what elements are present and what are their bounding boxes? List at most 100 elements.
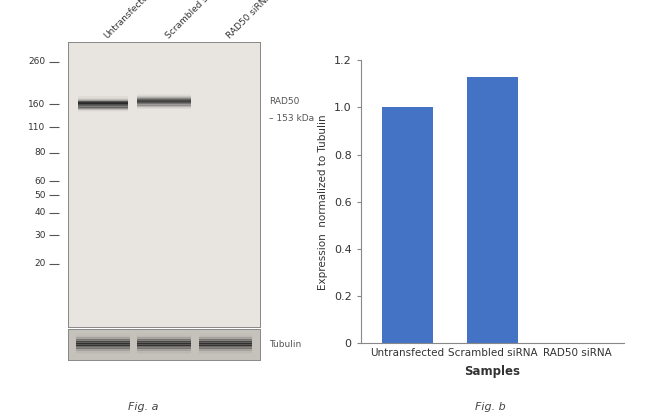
- Bar: [137, 348, 191, 349]
- Text: 60: 60: [34, 177, 46, 186]
- Bar: [78, 111, 127, 112]
- Bar: [137, 94, 191, 95]
- Bar: [76, 338, 129, 339]
- Text: Tubulin: Tubulin: [269, 340, 302, 349]
- Text: 260: 260: [29, 57, 46, 66]
- Bar: [137, 340, 191, 341]
- Bar: [199, 339, 252, 340]
- Text: 30: 30: [34, 231, 46, 240]
- Bar: [137, 350, 191, 352]
- Bar: [137, 349, 191, 350]
- Bar: [137, 101, 191, 102]
- Bar: [199, 353, 252, 354]
- Bar: [137, 336, 191, 337]
- Bar: [78, 99, 127, 100]
- Bar: [76, 346, 129, 347]
- Text: 160: 160: [28, 100, 46, 109]
- Bar: [78, 106, 127, 107]
- Bar: [76, 339, 129, 340]
- Bar: [76, 352, 129, 353]
- Text: – 153 kDa: – 153 kDa: [269, 114, 315, 123]
- Text: 40: 40: [34, 208, 46, 217]
- Bar: [78, 110, 127, 111]
- Bar: [78, 98, 127, 99]
- X-axis label: Samples: Samples: [464, 365, 521, 378]
- Bar: [137, 105, 191, 106]
- Bar: [137, 98, 191, 99]
- Bar: [76, 351, 129, 352]
- Bar: [137, 336, 191, 337]
- Text: RAD50 siRNA: RAD50 siRNA: [226, 0, 274, 40]
- Bar: [78, 101, 127, 102]
- Bar: [137, 344, 191, 345]
- Bar: [199, 341, 252, 342]
- Bar: [78, 96, 127, 97]
- Bar: [199, 349, 252, 350]
- Bar: [199, 352, 252, 353]
- Text: Fig. a: Fig. a: [128, 402, 158, 412]
- Bar: [76, 335, 129, 336]
- Bar: [137, 108, 191, 109]
- Bar: [137, 345, 191, 346]
- Bar: [137, 101, 191, 102]
- Bar: [76, 345, 129, 346]
- Bar: [137, 94, 191, 95]
- Bar: [78, 111, 127, 112]
- Bar: [76, 342, 129, 343]
- Text: 110: 110: [28, 123, 46, 131]
- Bar: [137, 352, 191, 353]
- Bar: [199, 350, 252, 352]
- Bar: [76, 336, 129, 337]
- Bar: [78, 100, 127, 101]
- Bar: [137, 337, 191, 339]
- Bar: [137, 106, 191, 107]
- Bar: [199, 352, 252, 353]
- Bar: [76, 337, 129, 338]
- Bar: [137, 334, 191, 335]
- Bar: [78, 108, 127, 109]
- Bar: [76, 349, 129, 350]
- Bar: [137, 343, 191, 344]
- Text: Untransfected: Untransfected: [103, 0, 155, 40]
- Text: 20: 20: [34, 259, 46, 268]
- Bar: [199, 343, 252, 344]
- Bar: [76, 344, 129, 346]
- Bar: [78, 105, 127, 106]
- Bar: [199, 334, 252, 335]
- Bar: [76, 353, 129, 354]
- Bar: [199, 347, 252, 348]
- Bar: [199, 350, 252, 351]
- Bar: [137, 102, 191, 103]
- Bar: [76, 348, 129, 349]
- Bar: [137, 100, 191, 101]
- Y-axis label: Expression  normalized to Tubulin: Expression normalized to Tubulin: [318, 114, 328, 290]
- Bar: [137, 350, 191, 351]
- Bar: [199, 337, 252, 339]
- Bar: [76, 336, 129, 337]
- Bar: [76, 350, 129, 351]
- Bar: [199, 345, 252, 346]
- Bar: [76, 350, 129, 352]
- Bar: [78, 104, 127, 105]
- Bar: [382, 107, 433, 343]
- Bar: [199, 336, 252, 337]
- Bar: [78, 103, 127, 104]
- Bar: [78, 102, 127, 103]
- Bar: [137, 97, 191, 98]
- Bar: [137, 352, 191, 353]
- Text: Scrambled siRNA: Scrambled siRNA: [164, 0, 226, 40]
- Bar: [137, 339, 191, 340]
- Bar: [76, 344, 129, 345]
- Bar: [199, 338, 252, 339]
- Bar: [137, 103, 191, 104]
- Bar: [76, 339, 129, 340]
- Bar: [76, 341, 129, 342]
- Bar: [137, 96, 191, 97]
- Bar: [199, 340, 252, 341]
- Bar: [199, 337, 252, 338]
- Bar: [78, 109, 127, 110]
- Text: RAD50: RAD50: [269, 97, 300, 106]
- Bar: [199, 348, 252, 349]
- Bar: [76, 337, 129, 339]
- Bar: [137, 95, 191, 96]
